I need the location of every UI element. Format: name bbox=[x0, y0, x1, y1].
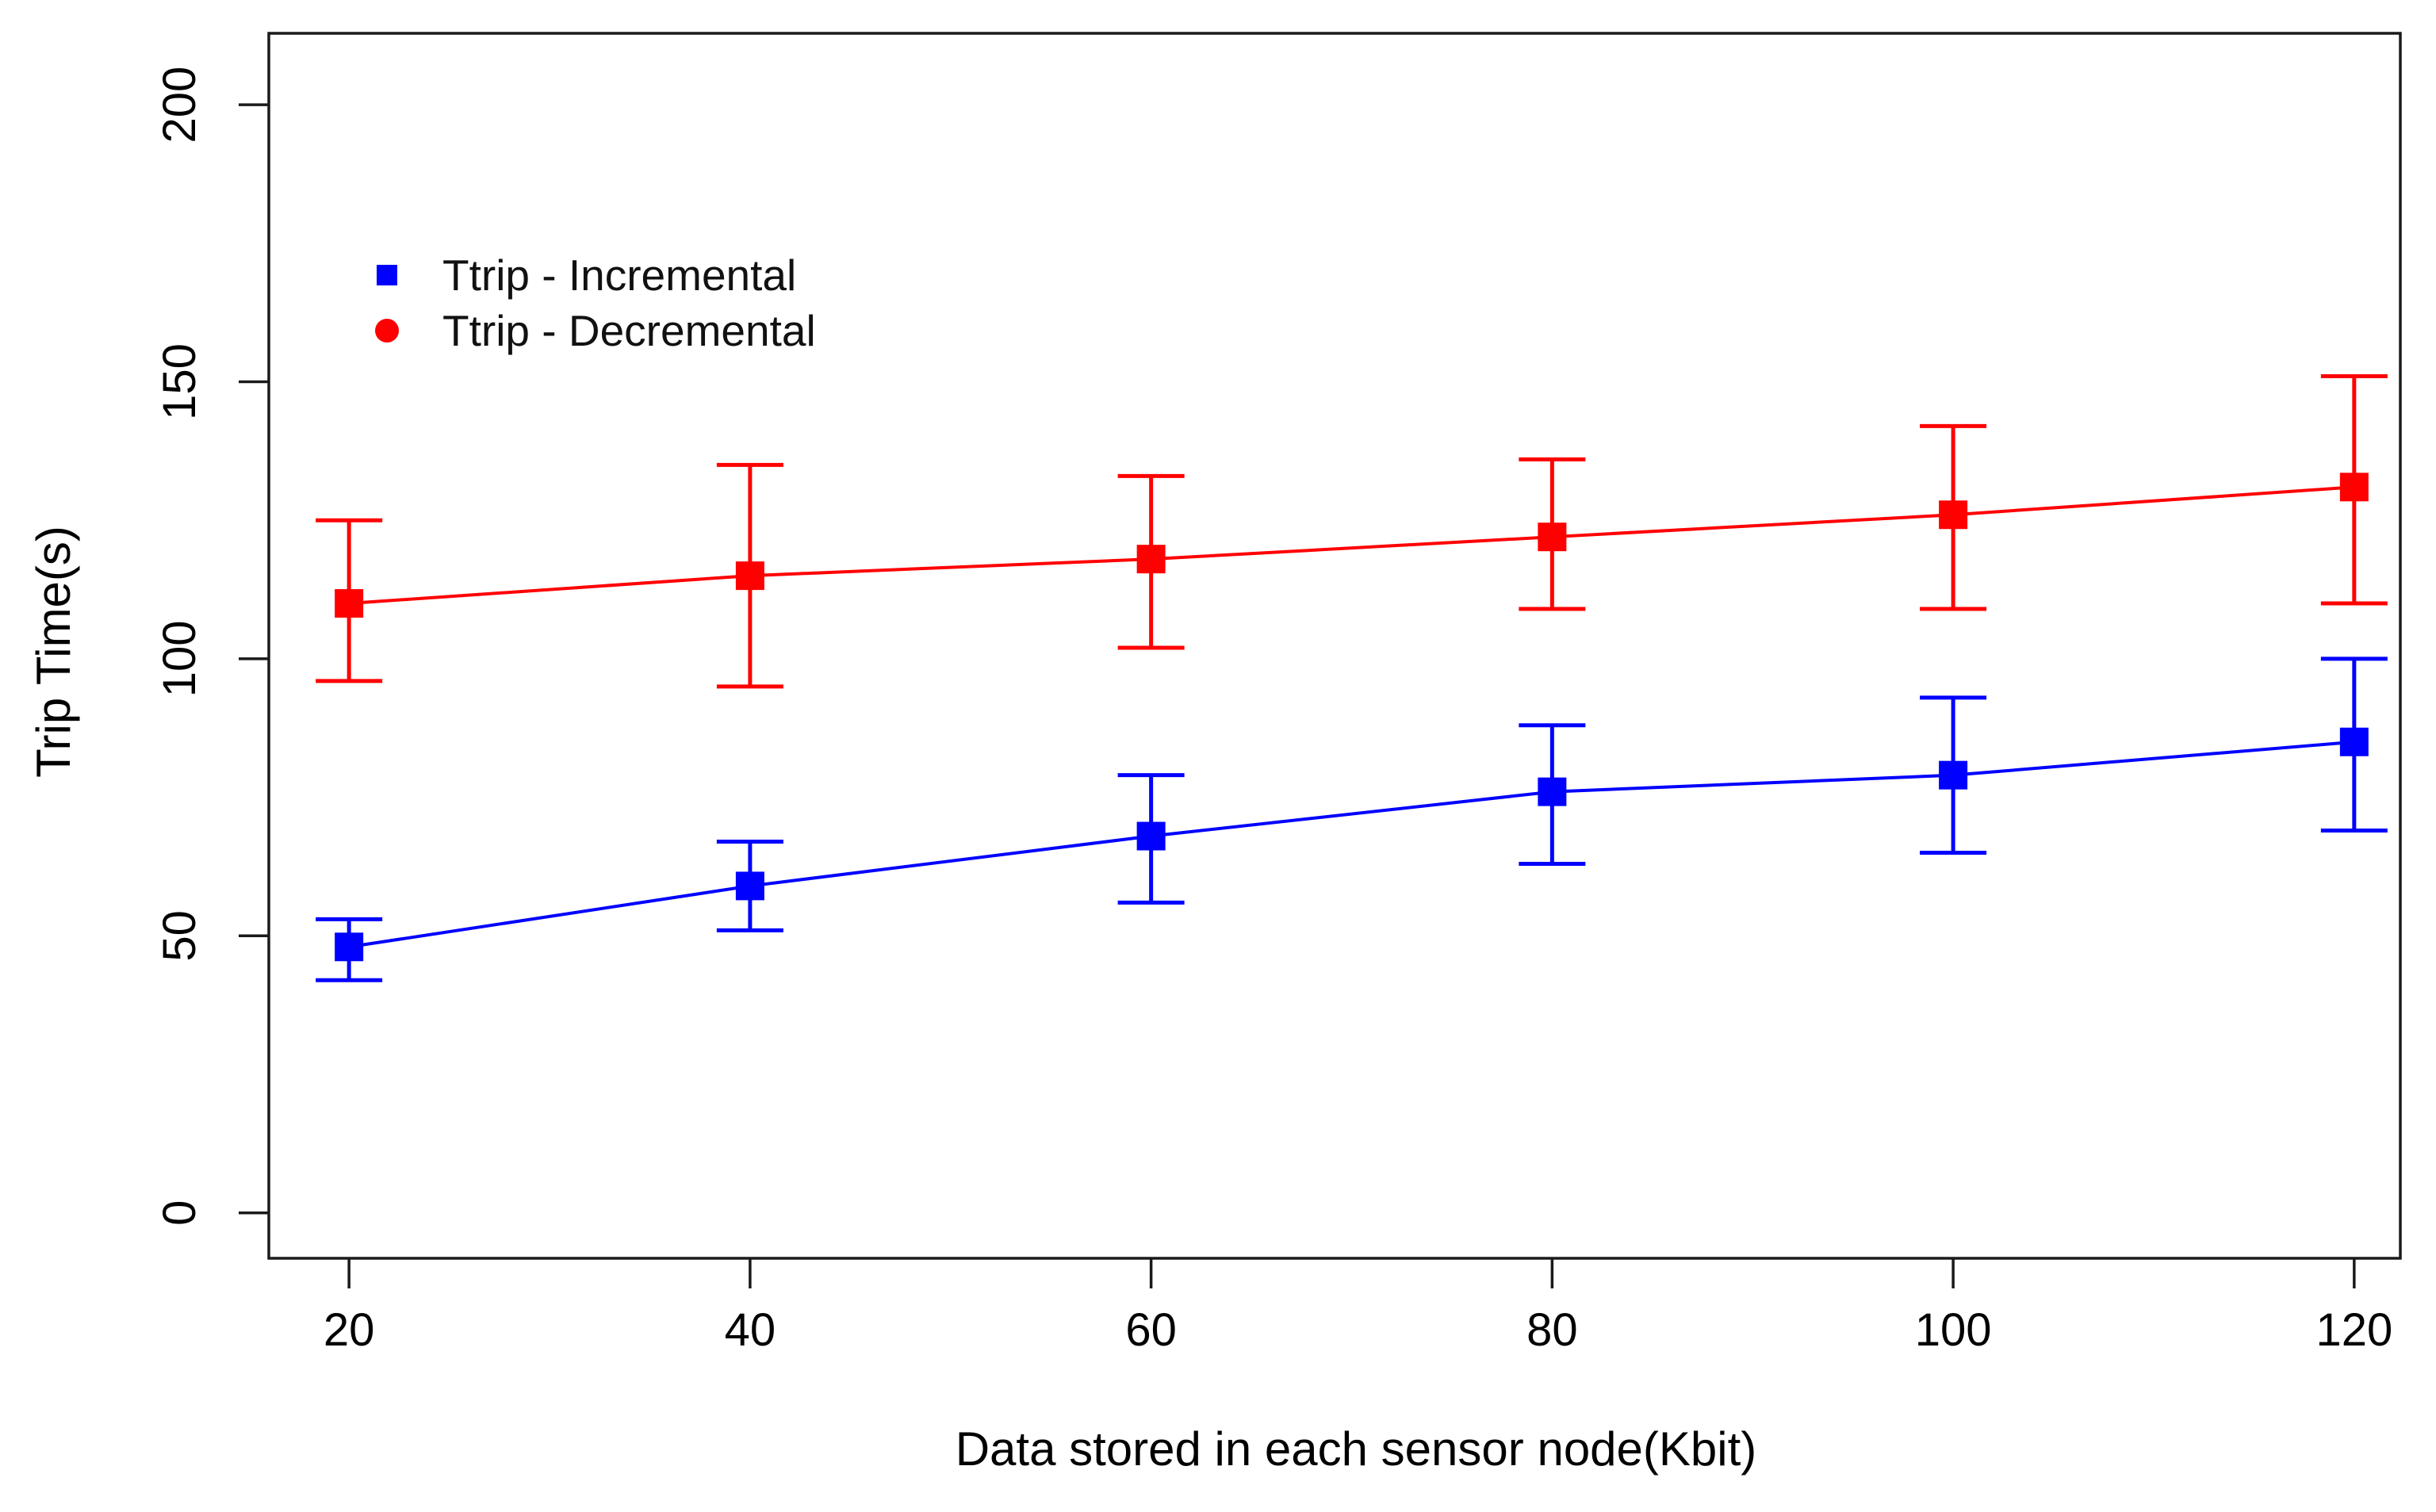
x-tick-label: 40 bbox=[725, 1304, 776, 1356]
series-line-decremental bbox=[349, 485, 2354, 606]
series-line-incremental bbox=[348, 740, 2355, 949]
legend: Ttrip - Incremental Ttrip - Decremental bbox=[375, 251, 816, 355]
plot-layer: 20 40 60 80 100 120 0 50 100 150 200 bbox=[154, 32, 2402, 1356]
data-point-marker bbox=[2339, 473, 2369, 502]
data-point-marker bbox=[1136, 821, 1166, 851]
legend-marker-circle bbox=[375, 319, 399, 343]
data-point-marker bbox=[335, 932, 364, 962]
x-tick-label: 120 bbox=[2315, 1304, 2392, 1356]
x-tick-label: 20 bbox=[324, 1304, 375, 1356]
y-tick-label: 0 bbox=[154, 1200, 205, 1226]
x-tick-label: 60 bbox=[1125, 1304, 1177, 1356]
data-point-marker bbox=[1538, 523, 1567, 552]
plot-box bbox=[267, 32, 2402, 1260]
data-point-marker bbox=[1538, 777, 1567, 806]
data-point-marker bbox=[2339, 727, 2369, 756]
data-point-marker bbox=[1939, 760, 1968, 790]
legend-marker-square bbox=[377, 265, 397, 285]
legend-item-label: Ttrip - Incremental bbox=[442, 251, 796, 300]
x-tick-label: 100 bbox=[1915, 1304, 1992, 1356]
legend-item-label: Ttrip - Decremental bbox=[442, 306, 816, 355]
y-tick-label: 150 bbox=[154, 343, 205, 420]
data-point-marker bbox=[735, 561, 764, 591]
data-point-marker bbox=[1939, 500, 1968, 530]
x-tick-label: 80 bbox=[1526, 1304, 1578, 1356]
y-tick-label: 200 bbox=[154, 67, 205, 144]
x-axis-title: Data stored in each sensor node(Kbit) bbox=[956, 1422, 1757, 1476]
data-point-marker bbox=[1136, 545, 1166, 574]
y-tick-label: 100 bbox=[154, 621, 205, 698]
y-tick-label: 50 bbox=[154, 910, 205, 962]
y-axis-title: Trip Time(s) bbox=[27, 526, 80, 778]
data-point-marker bbox=[735, 871, 764, 901]
data-point-marker bbox=[335, 589, 364, 618]
